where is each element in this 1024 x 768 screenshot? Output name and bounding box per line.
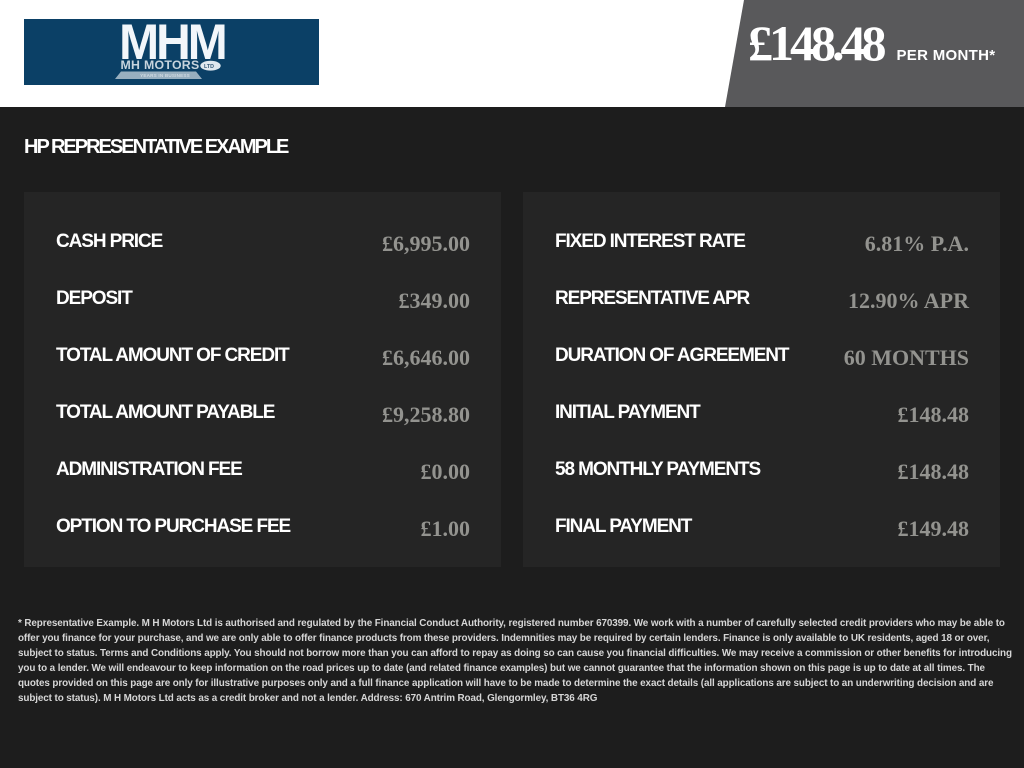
svg-text:MH MOTORS: MH MOTORS xyxy=(121,58,200,72)
svg-text:YEARS IN BUSINESS: YEARS IN BUSINESS xyxy=(140,73,190,78)
svg-text:LTD: LTD xyxy=(204,64,214,70)
